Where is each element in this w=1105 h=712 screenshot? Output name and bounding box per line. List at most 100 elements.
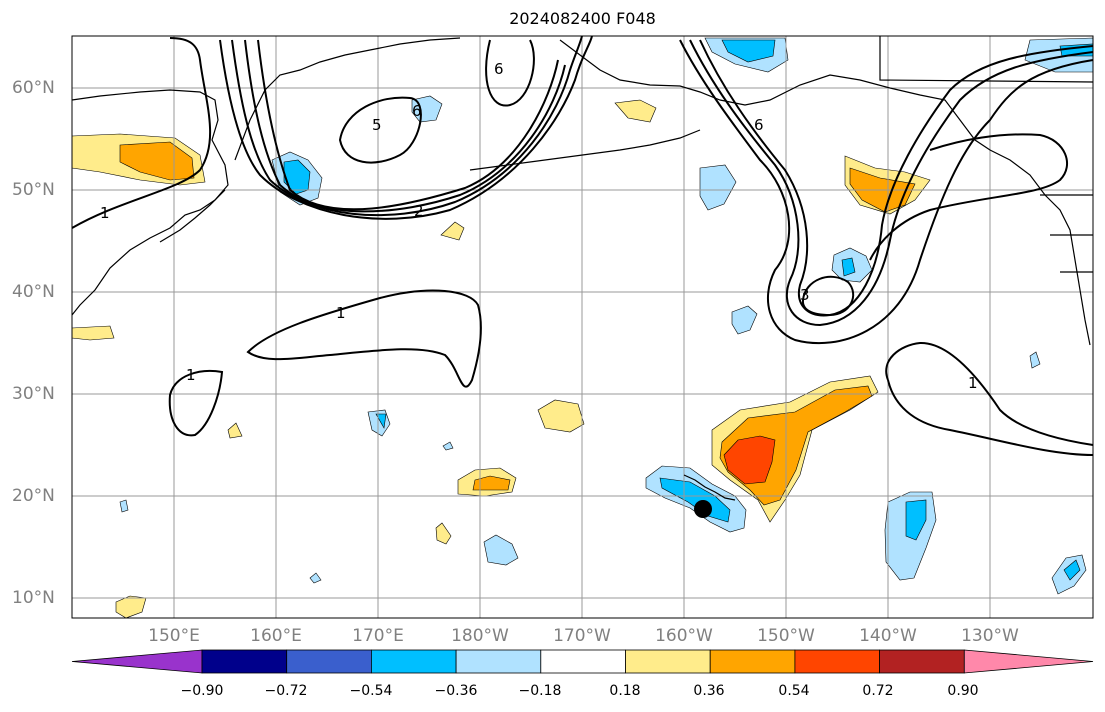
lon-label: 130°W <box>961 626 1019 646</box>
negative-anomaly-core <box>841 257 856 277</box>
graticule <box>72 36 1093 618</box>
storm-position-marker <box>694 500 712 518</box>
coastlines <box>71 36 1094 501</box>
positive-anomaly-region <box>227 422 243 439</box>
positive-anomaly-region <box>472 475 511 491</box>
colorbar-tick-label: −0.18 <box>518 683 562 699</box>
contour-line <box>257 39 559 211</box>
contour-line <box>869 133 1069 261</box>
positive-anomaly-region <box>435 522 452 545</box>
negative-anomaly-region <box>731 305 758 335</box>
positive-anomaly-region <box>614 99 657 123</box>
anomaly-fills <box>71 37 1094 619</box>
colorbar-tick-label: 0.54 <box>778 683 810 699</box>
negative-anomaly-region <box>411 95 443 123</box>
contour-line <box>338 96 422 164</box>
positive-anomaly-region <box>71 325 115 341</box>
contour-label: 1 <box>186 366 196 384</box>
north-america-border <box>879 36 1094 273</box>
negative-anomaly-region <box>309 572 322 584</box>
lat-label: 30°N <box>12 384 55 404</box>
contour-line <box>231 35 583 217</box>
lon-label: 160°W <box>655 626 713 646</box>
colorbar-tick-label: 0.90 <box>947 683 979 699</box>
colorbar-segment <box>370 649 457 674</box>
map-frame <box>71 35 1094 619</box>
lon-label: 180°W <box>451 626 509 646</box>
contour-line <box>689 39 1094 327</box>
colorbar-segment <box>540 649 626 674</box>
negative-anomaly-region <box>119 499 129 513</box>
positive-anomaly-region <box>440 221 465 241</box>
hawaii-islands <box>683 474 736 501</box>
lon-label: 150°W <box>757 626 815 646</box>
colorbar-tick-label: −0.54 <box>349 683 393 699</box>
contour-line <box>244 39 566 213</box>
lat-label: 10°N <box>12 588 55 608</box>
contour-label: 1 <box>100 204 110 222</box>
lat-label: 50°N <box>12 180 55 200</box>
contour-label: 1 <box>968 374 978 392</box>
negative-anomaly-core <box>721 39 776 63</box>
lon-label: 140°W <box>859 626 917 646</box>
contour-lines <box>71 35 1094 456</box>
colorbar-tick-label: 0.18 <box>609 683 641 699</box>
colorbar-segment <box>794 649 881 674</box>
colorbar-segment <box>879 649 965 674</box>
contour-line <box>485 39 535 107</box>
contour-line <box>219 35 593 220</box>
contour-labels: 1 1 1 1 2 5 6 6 6 3 <box>100 60 978 392</box>
contour-label: 2 <box>414 202 424 220</box>
contour-line <box>168 369 224 437</box>
colorbar-segment <box>286 649 372 674</box>
contour-label: 5 <box>372 116 382 134</box>
colorbar-extend-max <box>963 649 1094 674</box>
contour-line <box>71 37 212 229</box>
contour-line <box>887 379 1094 456</box>
negative-anomaly-region <box>442 441 454 451</box>
colorbar-segment <box>455 649 542 674</box>
contour-label: 6 <box>412 102 422 120</box>
negative-anomaly-core <box>1063 559 1081 581</box>
negative-anomaly-core <box>659 477 731 523</box>
negative-anomaly-region <box>699 164 737 211</box>
lon-label: 160°E <box>250 626 302 646</box>
contour-line <box>246 289 482 388</box>
colorbar-tick-label: −0.72 <box>264 683 308 699</box>
negative-anomaly-core <box>905 499 927 541</box>
asia-coastline <box>71 89 229 316</box>
contour-line <box>885 341 1094 446</box>
colorbar-segment <box>201 649 288 674</box>
contour-label: 6 <box>494 60 504 78</box>
colorbar-segment <box>709 649 796 674</box>
contour-line <box>699 39 1094 317</box>
contour-label: 1 <box>336 304 346 322</box>
contour-label: 3 <box>800 286 810 304</box>
colorbar-extend-min <box>71 649 203 674</box>
positive-anomaly-region <box>115 595 147 619</box>
lat-label: 60°N <box>12 78 55 98</box>
colorbar-tick-label: −0.90 <box>180 683 224 699</box>
negative-anomaly-region <box>1029 351 1041 369</box>
lon-label: 170°E <box>352 626 404 646</box>
contour-line <box>801 275 855 317</box>
kuril-chain <box>159 189 226 243</box>
lat-label: 20°N <box>12 486 55 506</box>
positive-anomaly-region <box>537 399 585 433</box>
colorbar-tick-label: 0.36 <box>693 683 725 699</box>
colorbar <box>71 649 1094 674</box>
colorbar-segment <box>625 649 711 674</box>
kamchatka-coastline <box>234 37 461 161</box>
strong-positive-anomaly-core <box>723 435 776 485</box>
lon-label: 170°W <box>553 626 611 646</box>
lon-label: 150°E <box>148 626 200 646</box>
aleutian-chain <box>469 129 701 171</box>
map-title: 2024082400 F048 <box>509 9 656 28</box>
contour-line <box>679 39 1094 345</box>
colorbar-tick-label: 0.72 <box>862 683 894 699</box>
lat-label: 40°N <box>12 282 55 302</box>
contour-label: 6 <box>754 116 764 134</box>
colorbar-tick-label: −0.36 <box>434 683 478 699</box>
alaska-coastline <box>559 39 1091 346</box>
